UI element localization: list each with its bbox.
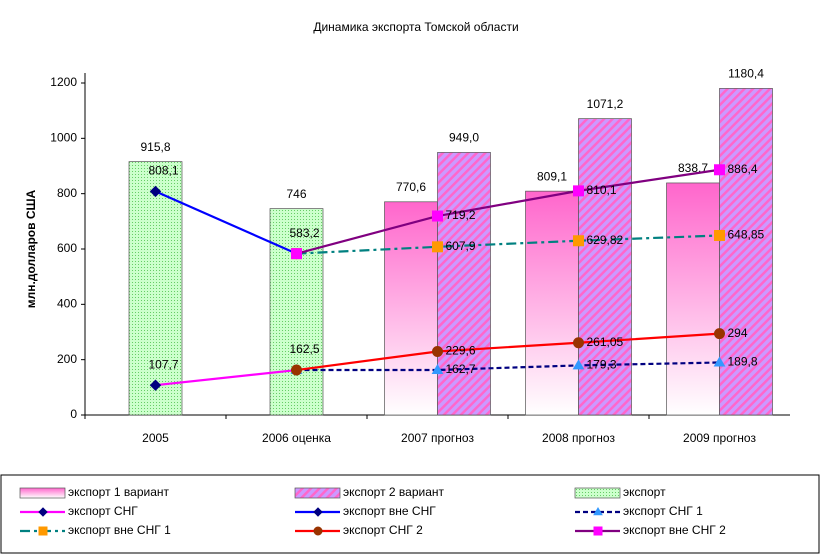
legend-swatch bbox=[574, 487, 621, 499]
marker bbox=[313, 507, 323, 517]
y-tick-label: 200 bbox=[57, 352, 77, 366]
marker bbox=[593, 526, 603, 536]
value-label: 915,8 bbox=[140, 140, 170, 154]
value-label: 886,4 bbox=[728, 162, 758, 176]
value-label: 949,0 bbox=[449, 131, 479, 145]
bar bbox=[128, 161, 183, 416]
value-label: 189,8 bbox=[728, 355, 758, 369]
marker bbox=[573, 337, 584, 349]
legend-box bbox=[0, 474, 820, 554]
marker bbox=[713, 356, 726, 367]
marker bbox=[291, 248, 302, 260]
x-tick-label: 2008 прогноз bbox=[542, 431, 615, 445]
marker bbox=[573, 185, 584, 197]
line bbox=[155, 368, 297, 387]
bar bbox=[666, 182, 720, 416]
marker bbox=[38, 526, 48, 536]
bar bbox=[525, 190, 579, 416]
x-tick-label: 2009 прогноз bbox=[683, 431, 756, 445]
legend-swatch bbox=[294, 487, 341, 499]
marker bbox=[714, 328, 725, 340]
value-label: 1180,4 bbox=[728, 67, 764, 81]
marker bbox=[714, 164, 725, 176]
y-tick-label: 800 bbox=[57, 186, 77, 200]
value-label: 719,2 bbox=[446, 208, 476, 222]
line bbox=[296, 234, 720, 255]
marker bbox=[313, 526, 323, 536]
legend-label: экспорт СНГ 2 bbox=[343, 523, 423, 537]
marker bbox=[573, 235, 584, 247]
value-label: 629,82 bbox=[587, 233, 624, 247]
legend-label: экспорт вне СНГ bbox=[343, 504, 436, 518]
value-label: 810,1 bbox=[587, 183, 617, 197]
value-label: 162,7 bbox=[446, 362, 476, 376]
chart-title: Динамика экспорта Томской области bbox=[313, 20, 518, 34]
value-label: 294 bbox=[728, 326, 748, 340]
legend-label: экспорт вне СНГ 1 bbox=[68, 523, 171, 537]
value-label: 746 bbox=[286, 187, 306, 201]
value-label: 808,1 bbox=[148, 164, 178, 178]
bar bbox=[269, 208, 324, 416]
line bbox=[296, 332, 720, 372]
marker bbox=[291, 364, 302, 376]
marker bbox=[38, 507, 48, 517]
value-label: 261,05 bbox=[587, 335, 624, 349]
line bbox=[296, 168, 720, 255]
value-label: 162,5 bbox=[289, 342, 319, 356]
legend-label: экспорт вне СНГ 2 bbox=[623, 523, 726, 537]
marker bbox=[431, 364, 444, 374]
marker bbox=[432, 345, 443, 357]
legend-label: экспорт bbox=[623, 485, 666, 499]
value-label: 607,9 bbox=[446, 239, 476, 253]
x-tick-label: 2005 bbox=[142, 431, 169, 445]
bar bbox=[384, 201, 438, 416]
y-tick-label: 1000 bbox=[50, 131, 77, 145]
value-label: 583,2 bbox=[289, 226, 319, 240]
marker bbox=[149, 379, 162, 391]
bar bbox=[719, 88, 773, 416]
value-label: 1071,2 bbox=[587, 97, 624, 111]
y-tick-label: 0 bbox=[70, 407, 77, 421]
marker bbox=[149, 185, 162, 198]
legend-label: экспорт 1 вариант bbox=[68, 485, 170, 499]
marker bbox=[593, 507, 603, 516]
value-label: 648,85 bbox=[728, 228, 765, 242]
line bbox=[155, 190, 297, 255]
marker bbox=[572, 359, 585, 370]
bar bbox=[437, 152, 491, 416]
value-label: 809,1 bbox=[537, 169, 567, 183]
legend-label: экспорт СНГ 1 bbox=[623, 504, 703, 518]
x-tick-label: 2007 прогноз bbox=[401, 431, 474, 445]
y-axis-label: млн.долларов США bbox=[24, 189, 38, 308]
legend-swatch bbox=[19, 487, 66, 499]
value-label: 229,6 bbox=[446, 344, 476, 358]
marker bbox=[432, 241, 443, 253]
value-label: 179,3 bbox=[587, 358, 617, 372]
legend-label: экспорт 2 вариант bbox=[343, 485, 445, 499]
value-label: 770,6 bbox=[396, 180, 426, 194]
marker bbox=[714, 229, 725, 241]
line bbox=[296, 361, 720, 372]
y-tick-label: 600 bbox=[57, 241, 77, 255]
x-tick-label: 2006 оценка bbox=[262, 431, 331, 445]
value-label: 107,7 bbox=[148, 357, 178, 371]
marker bbox=[432, 210, 443, 222]
legend-label: экспорт СНГ bbox=[68, 504, 138, 518]
y-tick-label: 400 bbox=[57, 297, 77, 311]
y-tick-label: 1200 bbox=[50, 75, 77, 89]
